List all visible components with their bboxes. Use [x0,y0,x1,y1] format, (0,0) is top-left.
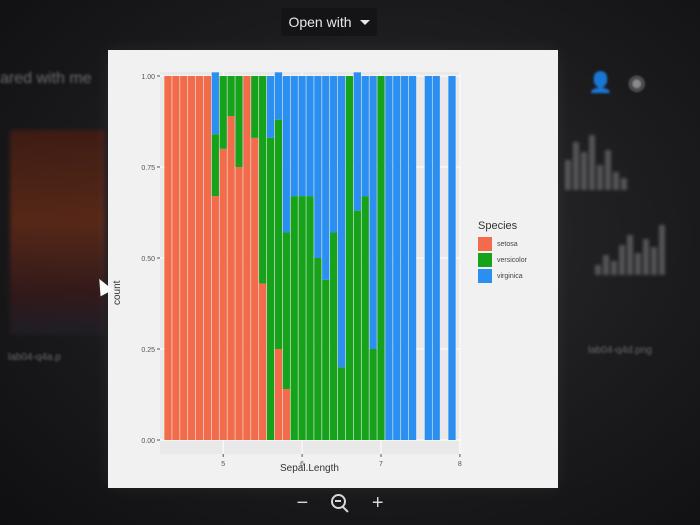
zoom-controls: − + [285,488,395,518]
x-tick-label-3: 8 [458,461,462,468]
zoom-in-button[interactable]: + [371,492,384,514]
bar-setosa-5.2 [235,167,243,440]
y-tick-label-0: 0.00 [141,438,155,445]
x-axis-label: Sepal.Length [280,463,339,474]
file-label-left: lab04-q4a.p [8,352,61,363]
legend-item-versicolor: versicolor [478,253,527,267]
bar-virginica-6.2 [314,76,322,258]
bar-virginica-6.9 [369,76,377,349]
background-chart-thumbnail [565,135,627,190]
bar-versicolor-5.8 [282,232,290,390]
bar-virginica-6.1 [306,76,314,197]
bar-setosa-4.4 [172,76,180,440]
chevron-down-icon [359,19,370,25]
bar-versicolor-5.5 [259,76,267,284]
open-with-label: Open with [288,14,352,30]
y-tick-label-1: 0.25 [141,347,155,354]
bar-virginica-6.5 [337,76,346,368]
bar-setosa-5.0 [219,148,227,441]
bar-virginica-7.6 [424,76,432,440]
bar-setosa-4.9 [211,196,219,440]
bar-virginica-5.8 [282,76,290,233]
bar-virginica-7.3 [401,76,409,440]
bar-versicolor-6.2 [314,258,322,440]
bar-setosa-5.8 [282,389,290,440]
legend-swatch-versicolor [478,253,492,267]
bar-versicolor-6.3 [322,279,330,440]
shared-with-me-text: ared with me [0,70,92,87]
bar-setosa-5.4 [251,137,259,440]
legend-swatch-virginica [478,269,492,283]
bar-setosa-4.7 [195,76,204,440]
bar-setosa-5.3 [243,76,251,440]
legend-label-virginica: virginica [497,272,523,280]
x-tick-label-1: 6 [300,461,304,468]
bar-versicolor-7.0 [377,76,385,440]
bar-setosa-5.7 [274,349,283,440]
bar-virginica-7.9 [448,76,456,440]
bar-setosa-4.6 [188,76,196,440]
bar-virginica-5.9 [290,76,298,197]
bar-versicolor-6.1 [306,196,314,440]
bar-versicolor-6.7 [353,210,361,440]
file-thumbnail-left [10,130,105,335]
y-axis-label: count [112,280,123,305]
bar-virginica-6.4 [330,76,338,233]
bar-versicolor-5.0 [219,76,227,149]
open-with-button[interactable]: Open with [281,8,377,36]
bar-virginica-7.4 [408,76,417,440]
legend-item-virginica: virginica [478,269,527,283]
legend-item-setosa: setosa [478,237,527,251]
x-tick-label-2: 7 [379,461,383,468]
y-tick-label-4: 1.00 [141,74,155,81]
x-tick-label-0: 5 [221,461,225,468]
bar-versicolor-5.7 [274,119,283,350]
bar-virginica-6.7 [353,72,361,211]
bar-virginica-7.1 [385,76,393,440]
bar-versicolor-6.0 [298,196,306,440]
bar-setosa-4.5 [180,76,188,440]
bar-virginica-6.3 [322,76,330,280]
file-label-right: lab04-q4d.png [588,345,652,356]
legend-label-versicolor: versicolor [497,256,527,264]
y-tick-label-3: 0.75 [141,165,155,172]
add-person-icon: 👤 [588,72,613,94]
zoom-magnifier-icon[interactable] [331,494,349,513]
bar-virginica-6.0 [298,76,306,197]
bar-versicolor-5.1 [227,76,235,117]
image-preview-panel: 0.00 0.25 0.50 0.75 1.00 5 6 7 8 count Sepal.Len… [108,50,558,488]
bar-setosa-5.1 [227,116,235,440]
y-tick-label-2: 0.50 [141,256,155,263]
bar-versicolor-6.8 [361,196,369,440]
bar-virginica-4.9 [211,72,219,135]
bar-versicolor-6.4 [330,232,338,440]
bar-virginica-7.7 [432,76,440,440]
bar-virginica-6.8 [361,76,369,197]
bar-setosa-4.8 [203,76,212,440]
bar-versicolor-6.5 [337,367,346,440]
bar-versicolor-4.9 [211,134,219,197]
eye-icon: ◉ [628,72,646,94]
bar-setosa-4.3 [164,76,172,440]
bar-versicolor-6.9 [369,349,377,440]
bar-versicolor-5.2 [235,76,243,167]
legend: Species setosa versicolor virginica [478,220,527,285]
bar-versicolor-6.6 [345,76,354,440]
bar-virginica-5.6 [266,76,275,138]
bar-versicolor-5.9 [290,196,298,440]
background-chart-thumbnail-2 [595,225,665,275]
zoom-out-button[interactable]: − [296,492,309,514]
bar-versicolor-5.4 [251,76,259,138]
bar-virginica-7.2 [393,76,401,440]
bar-virginica-5.7 [274,72,283,120]
legend-title: Species [478,220,518,232]
bar-versicolor-5.6 [266,137,275,440]
legend-label-setosa: setosa [497,240,518,248]
bar-setosa-5.5 [259,283,267,440]
legend-swatch-setosa [478,237,492,251]
stacked-bar-chart: 0.00 0.25 0.50 0.75 1.00 5 6 7 8 [141,72,462,468]
